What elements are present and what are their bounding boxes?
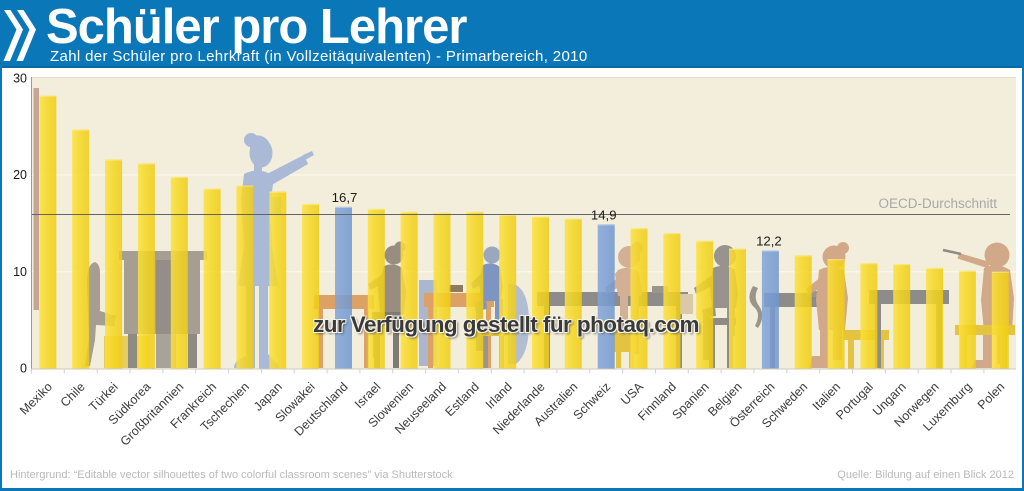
svg-text:12,2: 12,2 bbox=[756, 234, 782, 249]
svg-text:Spanien: Spanien bbox=[669, 380, 711, 422]
svg-text:Chile: Chile bbox=[58, 380, 88, 410]
svg-text:Polen: Polen bbox=[975, 380, 1008, 413]
svg-text:USA: USA bbox=[618, 379, 647, 408]
svg-text:0: 0 bbox=[20, 362, 27, 376]
svg-text:14,9: 14,9 bbox=[591, 208, 617, 223]
svg-text:20: 20 bbox=[13, 168, 27, 182]
svg-text:30: 30 bbox=[13, 71, 27, 85]
svg-text:Estland: Estland bbox=[443, 380, 482, 419]
svg-text:10: 10 bbox=[13, 265, 27, 279]
svg-text:16,7: 16,7 bbox=[332, 190, 358, 205]
svg-text:Mexiko: Mexiko bbox=[17, 380, 55, 418]
svg-text:OECD-Durchschnitt: OECD-Durchschnitt bbox=[878, 196, 997, 211]
